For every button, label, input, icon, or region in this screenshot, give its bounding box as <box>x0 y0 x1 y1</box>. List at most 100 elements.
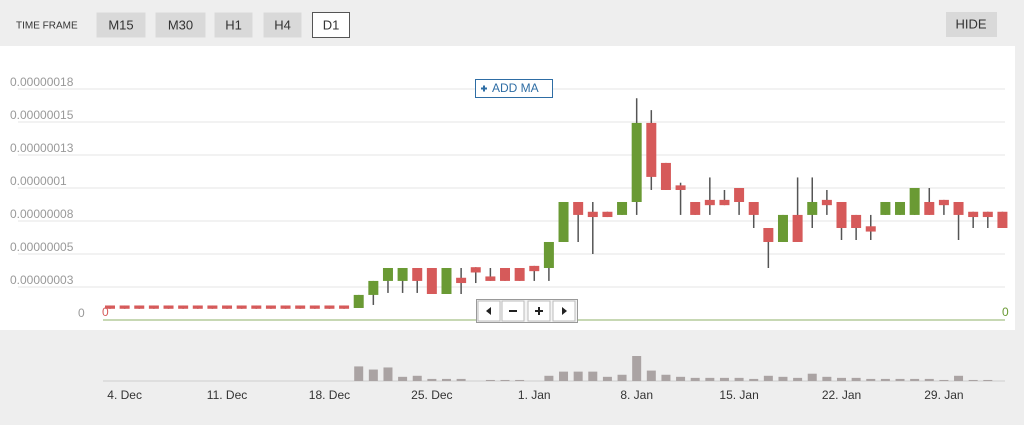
add-ma-button[interactable]: ADD MA <box>475 79 553 98</box>
candle-body <box>558 201 569 242</box>
volume-bar <box>427 378 437 381</box>
y-tick-label: 0 <box>78 306 85 320</box>
x-tick-label: 8. Jan <box>620 388 653 402</box>
y-tick-label: 0.00000003 <box>10 273 74 287</box>
x-tick-label: 1. Jan <box>518 388 551 402</box>
volume-bar <box>939 379 949 381</box>
nav-right-icon <box>562 307 567 315</box>
plus-icon <box>535 307 543 315</box>
volume-bar <box>880 378 890 381</box>
volume-bar <box>456 378 466 381</box>
candle-body <box>368 280 379 295</box>
x-tick-label: 11. Dec <box>207 388 247 402</box>
volume-bar <box>646 370 656 381</box>
volume-bar <box>866 378 876 381</box>
hide-text[interactable]: HIDE <box>955 16 986 31</box>
timeframe-text[interactable]: H4 <box>274 17 291 32</box>
timeframe-button[interactable] <box>312 12 350 38</box>
candle-body <box>704 199 715 206</box>
candle-body <box>719 199 730 206</box>
candle-body <box>529 265 540 272</box>
candle-body <box>880 201 891 215</box>
timeframe-button[interactable] <box>155 12 206 38</box>
candle-body <box>968 211 979 218</box>
timeframe-buttons: M15 M30 H1 H4 D1 <box>96 12 350 38</box>
plot: 0 0.00000003 0.00000005 0.00000008 0.0000001… <box>10 75 1009 402</box>
candle-body <box>412 267 423 281</box>
candle-body <box>456 277 467 284</box>
candle-body <box>295 305 306 309</box>
timeframe-button[interactable] <box>214 12 253 38</box>
volume-bar <box>485 379 495 381</box>
candle-body <box>924 201 935 215</box>
candle-body <box>119 305 130 309</box>
volume-bar <box>895 378 905 381</box>
baseline-label: 0 <box>102 305 109 319</box>
timeframe-text[interactable]: D1 <box>323 17 340 32</box>
candle-body <box>602 211 613 218</box>
candle-body <box>426 267 437 294</box>
timeframe-text[interactable]: M15 <box>108 17 133 32</box>
candle-body <box>500 267 511 281</box>
candle-body <box>441 267 452 294</box>
volume-bar <box>559 371 569 381</box>
timeframe-text[interactable]: H1 <box>225 17 242 32</box>
candle-body <box>280 305 291 309</box>
volume-bar <box>763 375 773 381</box>
x-tick-label: 15. Jan <box>719 388 758 402</box>
candle-body <box>587 211 598 218</box>
candle-body <box>836 201 847 228</box>
volume-bar <box>602 376 612 381</box>
candle-body <box>470 267 481 273</box>
add-ma-bg[interactable] <box>475 79 553 98</box>
add-ma-text[interactable]: ADD MA <box>492 81 539 95</box>
plus-icon <box>481 85 487 92</box>
navigation-buttons <box>476 299 578 323</box>
candle-body <box>807 201 818 215</box>
candle-body <box>617 201 628 215</box>
candle-body <box>631 122 642 202</box>
y-tick-label: 0.00000008 <box>10 207 74 221</box>
y-tick-label: 0.00000018 <box>10 75 74 89</box>
timeframe-button[interactable] <box>263 12 302 38</box>
candle-body <box>734 188 745 202</box>
volume-bar <box>398 376 408 381</box>
candle-body <box>251 305 262 309</box>
candle-body <box>851 214 862 228</box>
volume-bar <box>661 374 671 381</box>
candle-body <box>953 201 964 215</box>
candle-body <box>675 185 686 190</box>
volume-bar <box>778 376 788 381</box>
candle-body <box>895 201 906 215</box>
volume-bar <box>807 373 817 381</box>
candle-body <box>148 305 159 309</box>
x-tick-label: 18. Dec <box>309 388 350 402</box>
volume-bar <box>573 371 583 381</box>
candle-body <box>309 305 320 309</box>
hide-button[interactable]: HIDE <box>946 12 997 37</box>
candle-body <box>938 199 949 206</box>
volume-bar <box>793 377 803 381</box>
candle-body <box>485 276 496 281</box>
hide-button-bg[interactable] <box>946 12 997 37</box>
candle-body <box>207 305 218 309</box>
timeframe-text[interactable]: M30 <box>168 17 193 32</box>
y-tick-label: 0.0000001 <box>10 174 67 188</box>
volume-bar <box>749 378 759 381</box>
y-tick-label: 0.00000005 <box>10 240 74 254</box>
candle-body <box>982 211 993 218</box>
nav-left-icon <box>486 307 491 315</box>
candle-body <box>192 305 203 309</box>
candle-body <box>382 267 393 281</box>
timeframe-button[interactable] <box>96 12 146 38</box>
volume-bar <box>500 379 510 381</box>
volume-bar <box>368 369 378 381</box>
candle-body <box>543 241 554 268</box>
volume-bar <box>632 356 642 381</box>
volume-bar <box>690 377 700 381</box>
candle-body <box>865 226 876 232</box>
candle-body <box>763 227 774 242</box>
volume-bar <box>837 377 846 381</box>
candle-body <box>646 122 657 177</box>
